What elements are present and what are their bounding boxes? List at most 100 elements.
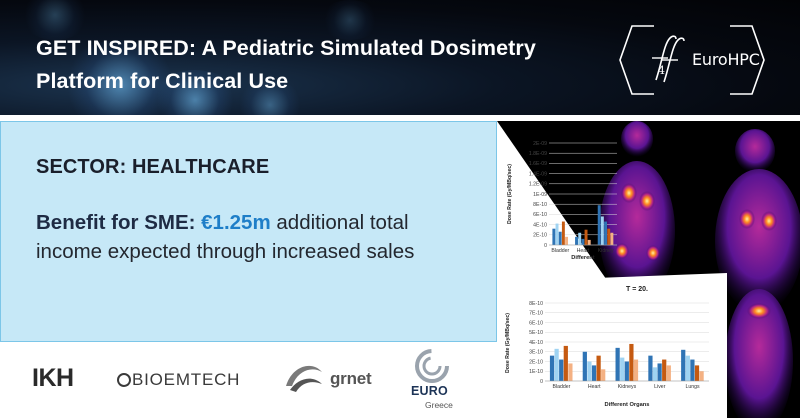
bar bbox=[563, 345, 568, 381]
x-tick-label: Heart bbox=[588, 384, 601, 390]
eurocc-text: EURO bbox=[411, 384, 448, 398]
bar bbox=[587, 239, 591, 245]
y-tick-label: 2E-10 bbox=[529, 359, 543, 365]
bar bbox=[694, 365, 700, 381]
bar bbox=[597, 205, 601, 245]
bar bbox=[591, 365, 597, 381]
y-tick-label: 1.8E-09 bbox=[529, 151, 547, 157]
y-tick-label: 1E-10 bbox=[529, 369, 543, 375]
eurocc-subtext: Greece bbox=[425, 400, 453, 410]
y-tick-label: 0 bbox=[540, 379, 543, 385]
bar bbox=[596, 355, 601, 381]
grnet-text: grnet bbox=[330, 369, 372, 388]
y-tick-label: 1.2E-09 bbox=[529, 182, 547, 188]
bar bbox=[601, 369, 606, 381]
x-tick-label: Lungs bbox=[686, 384, 701, 390]
bar bbox=[568, 363, 573, 381]
dose-rate-charts: 2E-09 1.8E-09 1.6E-09 1.4E-09 1.2E-09 1E-09 8E… bbox=[505, 141, 709, 408]
x-axis-label: Different Organs bbox=[605, 402, 650, 408]
bar bbox=[559, 359, 564, 381]
bar bbox=[662, 359, 667, 381]
x-tick-label: Bladder bbox=[552, 384, 570, 390]
x-tick-label: Liver bbox=[654, 384, 666, 390]
y-axis-label: Dose Rate (Gy/MBq/sec) bbox=[507, 164, 513, 224]
y-tick-label: 7E-10 bbox=[529, 311, 543, 317]
bokeh-light bbox=[20, 0, 90, 40]
bar bbox=[582, 351, 587, 381]
chart-title: T = 20. bbox=[626, 286, 648, 293]
y-tick-label: 6E-10 bbox=[533, 212, 547, 218]
bar bbox=[604, 221, 607, 245]
bar bbox=[552, 228, 556, 245]
y-tick-label: 8E-10 bbox=[533, 202, 547, 208]
y-tick-label: 1.6E-09 bbox=[529, 161, 547, 167]
benefit-text: Benefit for SME: €1.25m additional total… bbox=[36, 208, 476, 266]
bar bbox=[615, 347, 620, 381]
eurohpc-logo-icon: 4 bbox=[619, 25, 765, 95]
y-tick-label: 3E-10 bbox=[529, 350, 543, 356]
page-title: GET INSPIRED: A Pediatric Simulated Dosi… bbox=[36, 36, 536, 93]
eurohpc-logo-text: EuroHPC bbox=[692, 50, 760, 69]
bar bbox=[549, 355, 555, 381]
bokeh-light bbox=[320, 0, 380, 40]
bar bbox=[561, 221, 565, 245]
ikh-logo: IKH bbox=[32, 364, 74, 392]
y-tick-label: 5E-10 bbox=[529, 330, 543, 336]
bar bbox=[624, 361, 629, 381]
x-tick-label: Kidneys bbox=[618, 384, 637, 390]
bar bbox=[558, 231, 562, 245]
bar bbox=[685, 355, 690, 381]
bar bbox=[629, 343, 634, 381]
bar bbox=[657, 363, 662, 381]
partner-logos: IKH BIOEMTECH grnet EURO Greece bbox=[0, 342, 500, 418]
bar bbox=[681, 349, 686, 381]
bar bbox=[565, 236, 569, 245]
y-tick-label: 8E-10 bbox=[529, 301, 543, 307]
bar bbox=[554, 348, 559, 381]
chart-card-bottom bbox=[497, 273, 727, 418]
bar bbox=[648, 355, 653, 381]
y-tick-label: 4E-10 bbox=[529, 340, 543, 346]
bar bbox=[555, 223, 559, 245]
x-axis-label: Different bbox=[571, 255, 594, 261]
bokeh-light bbox=[150, 70, 240, 122]
x-tick-label: Heart bbox=[577, 248, 590, 254]
bar bbox=[600, 216, 604, 245]
y-tick-label: 2E-10 bbox=[533, 233, 547, 239]
y-axis-label: Dose Rate (Gy/MBq/sec) bbox=[505, 313, 511, 373]
bar bbox=[633, 359, 639, 381]
bar bbox=[587, 361, 592, 381]
divider bbox=[0, 115, 800, 122]
bar bbox=[699, 371, 704, 381]
header-banner: GET INSPIRED: A Pediatric Simulated Dosi… bbox=[0, 0, 800, 122]
bar bbox=[610, 232, 614, 245]
grnet-swirl-icon bbox=[286, 365, 322, 392]
bar bbox=[620, 357, 625, 381]
y-tick-label: 4E-10 bbox=[533, 222, 547, 228]
bar bbox=[578, 232, 582, 245]
bioemtech-text: BIOEMTECH bbox=[132, 370, 241, 389]
x-tick-label: Bladder bbox=[551, 248, 569, 254]
bioemtech-logo: BIOEMTECH bbox=[117, 370, 240, 390]
benefit-label: Benefit for SME: bbox=[36, 211, 196, 234]
benefit-description: additional total income expected through… bbox=[36, 211, 415, 263]
y-tick-label: 0 bbox=[544, 243, 547, 249]
bar bbox=[652, 367, 658, 381]
y-tick-label: 1.4E-09 bbox=[529, 171, 547, 177]
dosimetry-image: 2E-09 1.8E-09 1.6E-09 1.4E-09 1.2E-09 1E-09 8E… bbox=[497, 121, 800, 418]
benefit-amount: €1.25m bbox=[201, 211, 271, 234]
y-tick-label: 1E-09 bbox=[533, 192, 547, 198]
bar bbox=[666, 365, 671, 381]
sector-heading: SECTOR: HEALTHCARE bbox=[36, 156, 270, 178]
info-panel: SECTOR: HEALTHCARE Benefit for SME: €1.2… bbox=[0, 121, 497, 342]
bar bbox=[607, 228, 611, 245]
bar bbox=[690, 359, 695, 381]
bar bbox=[584, 229, 588, 245]
y-tick-label: 6E-10 bbox=[529, 320, 543, 326]
y-tick-label: 2E-09 bbox=[533, 141, 547, 147]
svg-text:4: 4 bbox=[658, 64, 665, 77]
bar bbox=[575, 236, 578, 245]
x-tick-label: Kidney bbox=[598, 248, 614, 254]
bar bbox=[581, 238, 585, 245]
eurocc-logo-icon bbox=[415, 349, 449, 383]
